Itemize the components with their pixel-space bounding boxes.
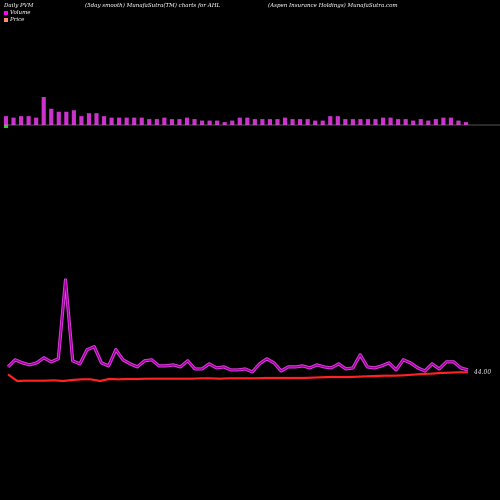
volume-bar xyxy=(19,116,24,125)
volume-bar xyxy=(350,119,355,125)
volume-bar xyxy=(86,113,92,125)
volume-bar xyxy=(267,119,273,125)
volume-bar xyxy=(282,117,288,125)
legend-label-price: Price xyxy=(10,17,25,23)
price-line xyxy=(7,371,468,383)
volume-bar xyxy=(139,117,144,125)
volume-bar xyxy=(94,113,99,125)
volume-bar xyxy=(441,117,446,125)
volume-bar xyxy=(3,116,9,125)
legend-label-volume: Volume xyxy=(10,10,31,16)
volume-bar xyxy=(320,120,325,125)
volume-bar xyxy=(222,122,227,125)
volume-bar xyxy=(184,117,190,125)
header-right: (Aspen Insurance Holdings) MunafaSutra.c… xyxy=(268,3,398,9)
volume-bar xyxy=(433,119,438,125)
volume-bar xyxy=(328,116,333,125)
volume-bar xyxy=(290,119,295,125)
volume-bar-down xyxy=(3,125,9,128)
volume-bar xyxy=(124,117,129,125)
volume-bar xyxy=(147,119,152,125)
legend-swatch-volume xyxy=(4,10,8,15)
volume-bar xyxy=(237,117,242,125)
volume-bar xyxy=(192,119,197,125)
volume-bar xyxy=(79,116,84,125)
volume-bar xyxy=(34,117,39,125)
volume-bar xyxy=(252,119,257,125)
header-left: Daily PVM xyxy=(4,3,34,9)
volume-bar xyxy=(199,120,205,125)
lines-layer xyxy=(6,278,469,383)
volume-bar xyxy=(380,117,386,125)
volume-bar xyxy=(396,119,401,125)
volume-bar xyxy=(403,119,408,125)
volume-bar xyxy=(132,117,137,125)
volume-bar xyxy=(426,120,431,125)
volume-bar xyxy=(298,119,303,125)
volume-bar xyxy=(365,119,371,125)
volume-bar xyxy=(101,116,107,125)
volume-bar xyxy=(109,117,114,125)
volume-bar xyxy=(26,116,31,125)
volume-bar xyxy=(463,122,469,125)
volume-bar xyxy=(260,119,265,125)
volume-bar xyxy=(373,119,378,125)
volume-bar xyxy=(154,119,159,125)
price-label: 44.00 xyxy=(473,369,491,376)
volume-bar xyxy=(448,117,453,125)
volume-bar xyxy=(275,119,280,125)
volume-bar xyxy=(388,117,393,125)
legend-item-volume: Volume xyxy=(4,10,31,16)
volume-bar xyxy=(49,108,54,125)
volume-bar xyxy=(245,117,250,125)
volume-bar xyxy=(343,119,348,125)
volume-smooth-line-glow xyxy=(6,278,469,374)
volume-bar xyxy=(117,117,122,125)
legend-item-price: Price xyxy=(4,17,24,23)
volume-bar xyxy=(11,117,16,125)
volume-smooth-line xyxy=(7,279,469,373)
volume-bar xyxy=(418,119,423,125)
volume-bar xyxy=(456,120,461,125)
volume-bars xyxy=(3,97,469,128)
volume-bar xyxy=(177,119,182,125)
legend-swatch-price xyxy=(4,17,8,22)
volume-bar xyxy=(71,110,76,125)
volume-bar xyxy=(64,111,69,125)
volume-bar xyxy=(313,120,318,125)
volume-bar xyxy=(169,119,174,125)
volume-bar xyxy=(305,119,310,125)
volume-bar xyxy=(41,97,46,125)
volume-bar xyxy=(207,120,212,125)
header-center: (5day smooth) MunafaSutra(TM) charts for… xyxy=(85,3,221,9)
volume-bar xyxy=(358,119,363,125)
volume-bar xyxy=(411,120,416,125)
volume-bar xyxy=(162,117,167,125)
volume-bar xyxy=(56,111,61,125)
volume-bar xyxy=(335,116,340,125)
volume-bar xyxy=(215,120,220,125)
volume-bar xyxy=(230,120,235,125)
